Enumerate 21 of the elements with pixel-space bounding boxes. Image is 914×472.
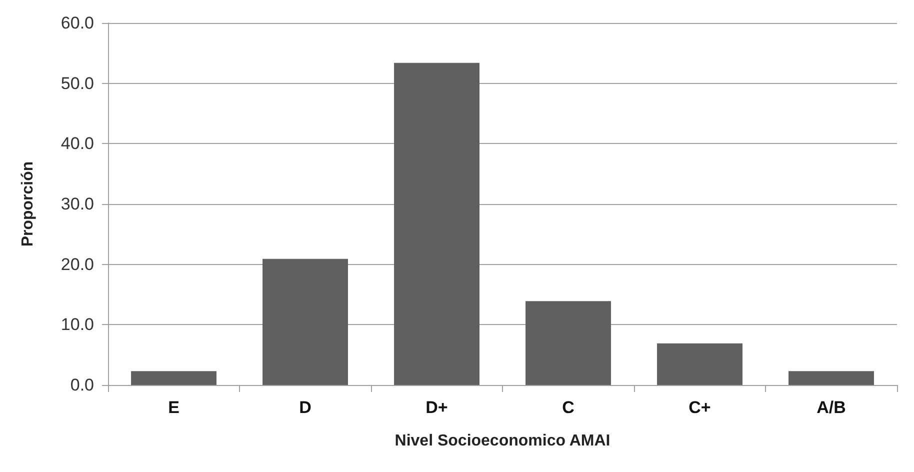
bar xyxy=(788,371,874,385)
x-tick-label: D xyxy=(299,398,312,417)
x-tick-label: E xyxy=(168,398,180,417)
bar xyxy=(131,371,216,385)
y-tick-label: 40.0 xyxy=(60,134,94,154)
bar xyxy=(657,343,742,385)
x-tick-label: D+ xyxy=(426,398,448,417)
bar xyxy=(394,62,480,385)
y-axis-title: Proporción xyxy=(20,161,36,247)
y-tick-label: 20.0 xyxy=(60,254,94,274)
bar xyxy=(526,301,611,385)
y-tick-label: 10.0 xyxy=(60,315,94,334)
y-tick-label: 0.0 xyxy=(70,376,94,394)
y-tick-label: 30.0 xyxy=(60,194,94,214)
x-tick-label: A/B xyxy=(816,398,846,417)
x-tick-label: C+ xyxy=(688,398,711,417)
x-tick-label: C xyxy=(562,398,574,417)
bar xyxy=(262,258,348,385)
y-tick-label: 50.0 xyxy=(60,74,94,93)
x-axis-title: Nivel Socioeconomico AMAI xyxy=(394,432,610,450)
y-tick-label: 60.0 xyxy=(60,14,94,32)
